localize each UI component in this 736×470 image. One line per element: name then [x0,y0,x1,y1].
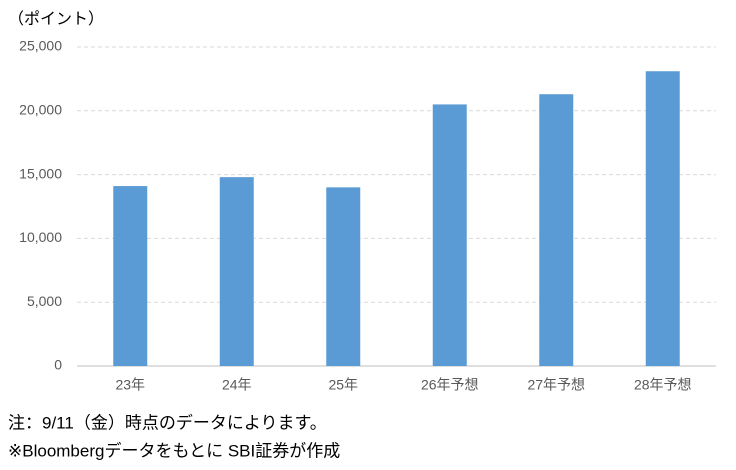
x-tick-label: 26年予想 [421,377,479,393]
x-tick-label: 24年 [222,377,252,393]
x-tick-label: 28年予想 [634,377,692,393]
note: 注：9/11（金）時点のデータによります。 [8,412,327,432]
y-axis-label: （ポイント） [8,10,104,28]
y-tick-label: 10,000 [19,229,62,245]
y-tick-label: 25,000 [19,38,62,54]
bar [113,186,148,366]
bar [539,94,574,366]
x-tick-label: 23年 [115,377,145,393]
y-tick-label: 20,000 [19,102,62,118]
x-tick-label: 25年 [328,377,358,393]
bar [645,71,680,366]
y-tick-label: 15,000 [19,165,62,181]
bar [219,177,254,366]
x-tick-label: 27年予想 [527,377,585,393]
bar [432,104,467,367]
note: ※Bloombergデータをもとに SBI証券が作成 [8,440,340,460]
y-tick-label: 5,000 [27,293,62,309]
y-tick-label: 0 [54,357,62,373]
bar [326,187,361,366]
